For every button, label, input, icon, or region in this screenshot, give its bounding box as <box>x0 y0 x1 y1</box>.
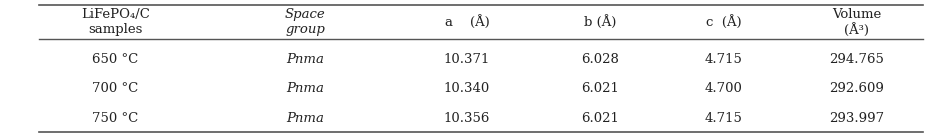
Text: 750 °C: 750 °C <box>92 112 138 125</box>
Text: 6.021: 6.021 <box>581 112 618 125</box>
Text: Pnma: Pnma <box>287 112 324 125</box>
Text: Pnma: Pnma <box>287 53 324 66</box>
Text: 4.700: 4.700 <box>704 82 742 95</box>
Text: a    (Å): a (Å) <box>445 15 489 29</box>
Text: 10.340: 10.340 <box>444 82 489 95</box>
Text: 10.371: 10.371 <box>444 53 489 66</box>
Text: 6.028: 6.028 <box>581 53 618 66</box>
Text: 700 °C: 700 °C <box>92 82 138 95</box>
Text: Pnma: Pnma <box>287 82 324 95</box>
Text: LiFePO₄/C
samples: LiFePO₄/C samples <box>81 8 149 36</box>
Text: Space
group: Space group <box>285 8 326 36</box>
Text: 10.356: 10.356 <box>444 112 489 125</box>
Text: 294.765: 294.765 <box>828 53 883 66</box>
Text: b (Å): b (Å) <box>584 15 616 29</box>
Text: 292.609: 292.609 <box>828 82 883 95</box>
Text: 4.715: 4.715 <box>704 112 742 125</box>
Text: 293.997: 293.997 <box>828 112 883 125</box>
Text: 650 °C: 650 °C <box>92 53 138 66</box>
Text: 6.021: 6.021 <box>581 82 618 95</box>
Text: c  (Å): c (Å) <box>705 15 741 29</box>
Text: 4.715: 4.715 <box>704 53 742 66</box>
Text: Volume
(Å³): Volume (Å³) <box>831 8 881 37</box>
